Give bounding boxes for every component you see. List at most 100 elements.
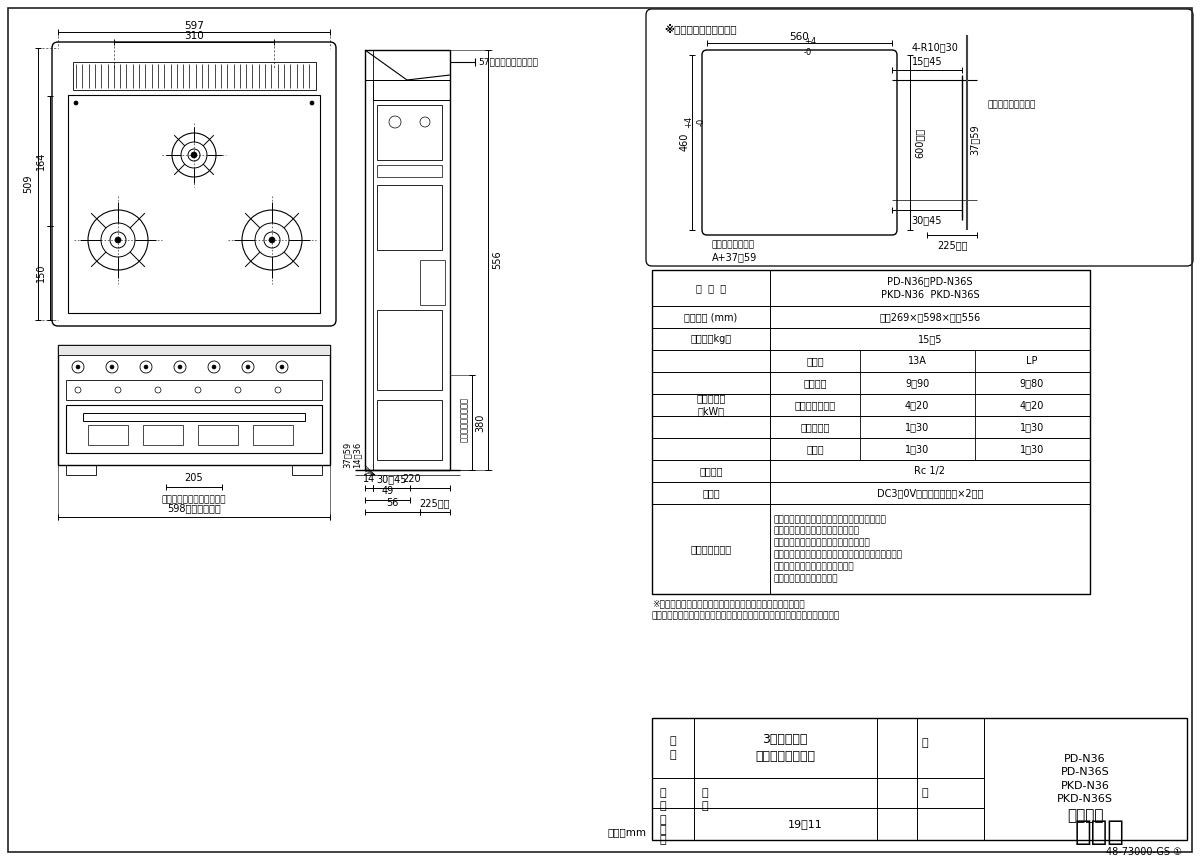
Bar <box>377 310 442 390</box>
Text: 37～59: 37～59 <box>342 442 352 468</box>
Text: 株式会社: 株式会社 <box>1067 808 1103 824</box>
Text: 49: 49 <box>382 486 394 496</box>
Text: 57（ガス後方接続口）: 57（ガス後方接続口） <box>478 58 538 66</box>
Bar <box>58 345 330 355</box>
Text: LP: LP <box>1026 356 1038 366</box>
Bar <box>652 306 1090 328</box>
Text: +4
-0: +4 -0 <box>684 116 706 128</box>
Bar <box>373 80 450 100</box>
Text: 単位：mm: 単位：mm <box>608 827 647 837</box>
Text: +4
-0: +4 -0 <box>804 37 816 58</box>
Text: 19．11: 19．11 <box>787 819 822 829</box>
Text: 1．30: 1．30 <box>1020 444 1044 454</box>
Text: 図: 図 <box>702 788 709 798</box>
FancyBboxPatch shape <box>646 9 1193 266</box>
Text: DC3．0V（乾電池単一形×2本）: DC3．0V（乾電池単一形×2本） <box>877 488 983 498</box>
Bar <box>652 438 1090 460</box>
Text: 安心・安全機能: 安心・安全機能 <box>690 544 732 554</box>
Text: 48-73000-GS ①: 48-73000-GS ① <box>1106 847 1182 857</box>
Text: 14: 14 <box>362 474 376 484</box>
Bar <box>198 425 238 445</box>
Bar <box>292 465 322 475</box>
Circle shape <box>269 237 275 243</box>
Text: 品
名: 品 名 <box>670 736 677 759</box>
Text: 日: 日 <box>660 835 667 845</box>
Text: 598（本体寸法）: 598（本体寸法） <box>167 503 221 513</box>
Text: 460: 460 <box>680 132 690 151</box>
Text: ※ワークトップ開口寸法: ※ワークトップ開口寸法 <box>664 23 737 34</box>
Text: 外形寸法 (mm): 外形寸法 (mm) <box>684 312 738 322</box>
Text: 30～45: 30～45 <box>912 215 942 225</box>
Bar <box>143 425 182 445</box>
Text: 接続方法: 接続方法 <box>700 466 722 476</box>
Text: 380: 380 <box>475 414 485 432</box>
Text: 4．20: 4．20 <box>905 400 929 410</box>
Text: 13A: 13A <box>907 356 926 366</box>
Bar <box>652 482 1090 504</box>
Bar <box>377 105 442 160</box>
Bar <box>652 372 1090 394</box>
Bar <box>652 416 1090 438</box>
Text: 1．30: 1．30 <box>905 444 929 454</box>
Circle shape <box>74 101 78 105</box>
Bar <box>652 718 1187 840</box>
Text: パロマ: パロマ <box>1075 818 1124 846</box>
Circle shape <box>144 365 148 369</box>
Circle shape <box>115 237 121 243</box>
Text: 全点火時: 全点火時 <box>803 378 827 388</box>
Text: 式: 式 <box>922 788 928 798</box>
Text: 4-R10～30: 4-R10～30 <box>912 42 959 52</box>
Text: 560: 560 <box>790 32 809 42</box>
Text: 15～45: 15～45 <box>912 56 942 66</box>
Text: ガス消費量
（kW）: ガス消費量 （kW） <box>696 393 726 416</box>
Circle shape <box>191 152 197 158</box>
Bar <box>377 185 442 250</box>
Bar <box>652 350 1090 372</box>
Text: 質　量（kg）: 質 量（kg） <box>690 334 732 344</box>
Text: キャビネット扉前面: キャビネット扉前面 <box>986 101 1036 109</box>
Text: 商  品  名: 商 品 名 <box>696 283 726 293</box>
Text: 更: 更 <box>660 815 667 825</box>
Text: 小バーナー: 小バーナー <box>800 422 829 432</box>
Bar <box>377 165 442 177</box>
Text: 4．20: 4．20 <box>1020 400 1044 410</box>
Circle shape <box>310 101 314 105</box>
Bar <box>652 270 1090 594</box>
Text: 1．30: 1．30 <box>905 422 929 432</box>
Text: 220: 220 <box>402 474 421 484</box>
Bar <box>66 405 322 453</box>
Text: 310: 310 <box>184 31 204 41</box>
Circle shape <box>246 365 250 369</box>
Text: PD-N36
PD-N36S
PKD-N36
PKD-N36S: PD-N36 PD-N36S PKD-N36 PKD-N36S <box>1057 754 1114 804</box>
Bar <box>365 50 450 470</box>
Text: 9．90: 9．90 <box>905 378 929 388</box>
Text: 1．30: 1．30 <box>1020 422 1044 432</box>
Bar <box>68 95 320 313</box>
Bar <box>73 62 316 90</box>
Text: （ガス下方、後方接続口）: （ガス下方、後方接続口） <box>162 495 227 505</box>
Text: ガス種: ガス種 <box>806 356 824 366</box>
Text: 型: 型 <box>922 738 928 748</box>
Bar <box>58 345 330 465</box>
Text: 尺: 尺 <box>660 788 667 798</box>
Text: PD-N36　PD-N36S
PKD-N36  PKD-N36S: PD-N36 PD-N36S PKD-N36 PKD-N36S <box>881 276 979 299</box>
Bar <box>652 504 1090 594</box>
Text: 509: 509 <box>23 175 34 194</box>
Text: 225以上: 225以上 <box>420 498 450 508</box>
Text: 電　源: 電 源 <box>702 488 720 498</box>
Text: 番: 番 <box>702 801 709 811</box>
Bar <box>66 380 322 400</box>
Bar <box>83 413 305 421</box>
Bar <box>652 394 1090 416</box>
Bar <box>652 328 1090 350</box>
Text: 強火力バーナー: 強火力バーナー <box>794 400 835 410</box>
Text: （ガス下方接続口）: （ガス下方接続口） <box>460 397 468 443</box>
Text: 600以上: 600以上 <box>916 127 925 157</box>
Text: 164: 164 <box>36 152 46 170</box>
Bar <box>88 425 128 445</box>
Text: 度: 度 <box>660 801 667 811</box>
Circle shape <box>110 365 114 369</box>
Bar <box>66 465 96 475</box>
Circle shape <box>76 365 80 369</box>
Circle shape <box>212 365 216 369</box>
